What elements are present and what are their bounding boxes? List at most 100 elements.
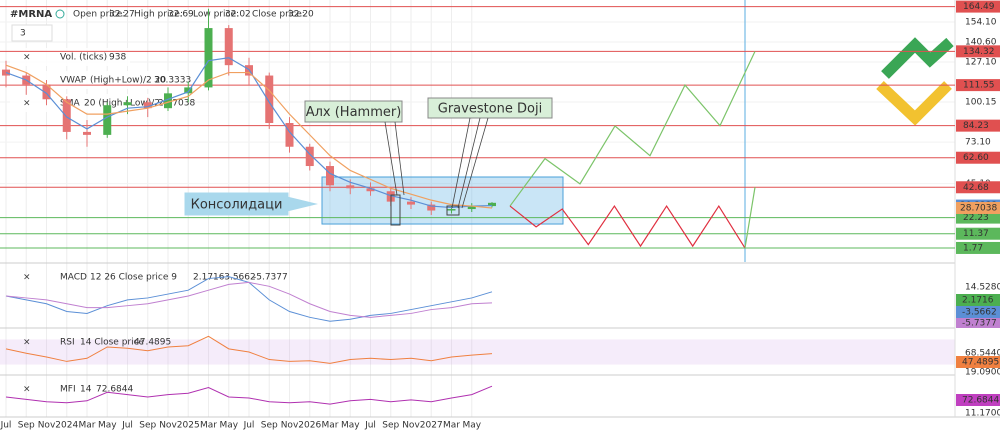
pane-params: 12 26 Close price 9 (90, 273, 177, 283)
pane-name: RSI (60, 338, 75, 348)
pattern-marker (446, 205, 460, 216)
mfi-tick: 11.1700 (965, 409, 1000, 419)
rsi-line (5, 335, 493, 364)
candle-body (143, 102, 152, 109)
settings-icon[interactable] (55, 9, 65, 19)
pane-name: MACD (60, 273, 87, 283)
annotation-arrow (394, 121, 405, 196)
legend-row (10, 48, 130, 66)
value-box (956, 294, 1000, 306)
level-label: 22.23 (963, 213, 989, 223)
candle-body (488, 202, 496, 207)
level-box (956, 241, 1000, 254)
header-value: 32.27 (109, 10, 135, 20)
candle-body (366, 188, 375, 192)
macd-label: -5.7377 (962, 319, 997, 329)
header-label: High price: (134, 10, 183, 20)
value-box (956, 394, 1000, 406)
x-tick-label: 2026 (298, 421, 321, 431)
macd-label: 2.1716 (962, 296, 994, 306)
x-tick-label: Nov (281, 421, 299, 431)
header-label: Open price: (73, 10, 125, 20)
candle-body (427, 204, 436, 211)
level-label: 134.32 (963, 47, 995, 57)
x-tick-label: Sep (382, 421, 399, 431)
x-tick-label: May (219, 421, 238, 431)
x-tick-label: Nov (402, 421, 420, 431)
header-label: Low price: (193, 10, 239, 20)
pattern-marker (390, 194, 401, 226)
y-tick-label: 140.60 (965, 38, 997, 48)
annotation-text: Алх (Hammer) (306, 105, 402, 120)
overlay-line (5, 57, 493, 209)
x-tick-label: Jul (0, 421, 11, 431)
mfi-line (5, 385, 493, 405)
y-tick-label: 127.10 (965, 58, 997, 68)
level-box (956, 45, 1000, 58)
annotation-arrow (461, 117, 489, 209)
macd-label: -3.5662 (962, 308, 997, 318)
annotation-text: Gravestone Doji (438, 102, 542, 117)
pane-value: 47.4895 (134, 338, 171, 348)
annotation-box (184, 192, 289, 216)
timeframe-select[interactable] (11, 24, 53, 42)
value-box (956, 202, 1000, 215)
candle-body (184, 87, 193, 94)
header-value: 32.69 (168, 10, 194, 20)
level-label: 42.68 (963, 183, 989, 193)
pane-params: 14 Close price (80, 338, 145, 348)
x-tick-label: 2027 (420, 421, 443, 431)
x-tick-label: Sep (18, 421, 35, 431)
rsi-band (0, 339, 955, 365)
annotation-pointer (285, 196, 318, 212)
candle-body (407, 201, 415, 205)
x-tick-label: Nov (38, 421, 56, 431)
indicator-name: Vol. (ticks) (60, 53, 107, 63)
candle-body (42, 84, 51, 100)
level-label: 62.60 (963, 153, 989, 163)
indicator-value: 30.3333 (154, 76, 191, 86)
pane-value: -5.7377 (253, 273, 288, 283)
candle-body (83, 131, 91, 135)
level-label: 11.37 (963, 229, 989, 239)
x-tick-label: Nov (159, 421, 177, 431)
x-tick-label: May (462, 421, 481, 431)
mfi-label: 72.6844 (962, 396, 999, 406)
pane-value: -3.5662 (221, 273, 256, 283)
level-box (956, 211, 1000, 224)
candle-body (346, 185, 355, 189)
y-tick-label: 154.10 (965, 17, 997, 27)
header-value: 32.20 (288, 10, 314, 20)
x-tick-label: Sep (261, 421, 278, 431)
level-box (956, 0, 1000, 13)
annotation-arrow (457, 117, 481, 209)
rsi-label: 47.4895 (962, 358, 999, 368)
header-value: 32.02 (225, 10, 251, 20)
candle-body (62, 99, 71, 132)
annotation-box (427, 97, 553, 119)
candle-body (103, 105, 112, 135)
close-icon[interactable]: × (23, 53, 31, 63)
x-tick-label: Jul (121, 421, 133, 431)
level-box (956, 227, 1000, 240)
annotation-text: Консолидаци (191, 198, 283, 213)
x-tick-label: Jul (243, 421, 255, 431)
y-tick-label: 100.15 (965, 98, 997, 108)
close-icon[interactable]: × (23, 338, 31, 348)
pane-params: 14 (80, 385, 92, 395)
level-label: 164.49 (963, 2, 995, 12)
x-tick-label: May (341, 421, 360, 431)
legend-row (10, 71, 188, 89)
indicator-params: (High+Low)/2 20 (90, 76, 166, 86)
x-tick-label: 2025 (177, 421, 200, 431)
x-tick-label: Mar (443, 421, 460, 431)
close-icon[interactable]: × (23, 385, 31, 395)
close-icon[interactable]: × (23, 99, 31, 109)
value-box (956, 356, 1000, 368)
level-box (956, 119, 1000, 132)
projection-line (509, 204, 746, 249)
pane-value: 72.6844 (96, 385, 133, 395)
rsi-tick: 19.0900 (965, 368, 1000, 378)
close-icon[interactable]: × (23, 273, 31, 283)
candle-body (285, 123, 294, 147)
